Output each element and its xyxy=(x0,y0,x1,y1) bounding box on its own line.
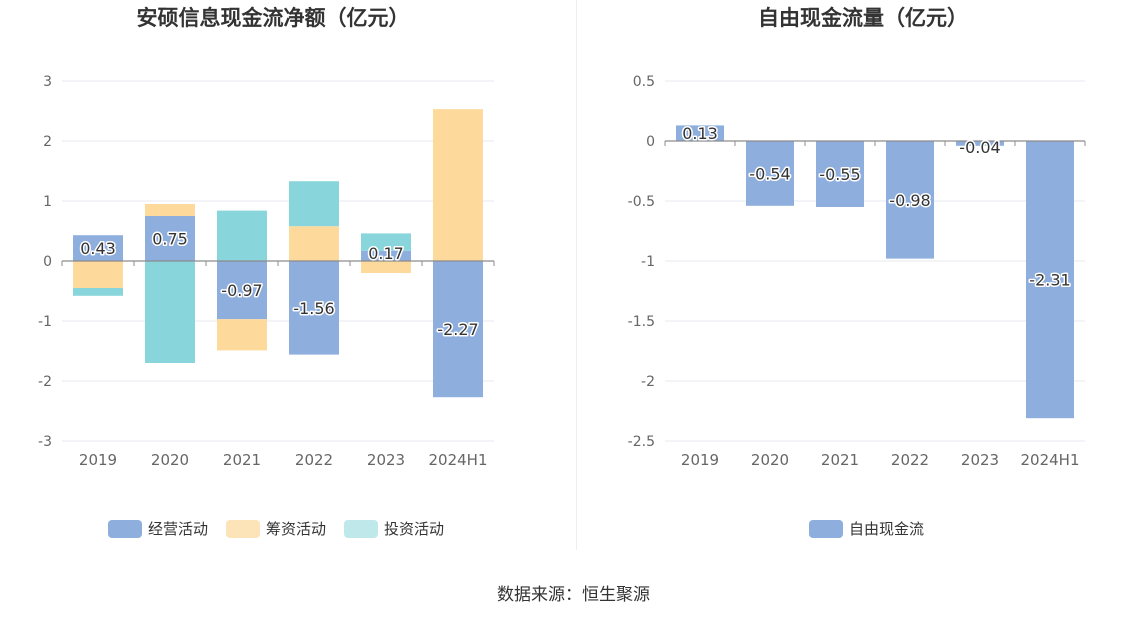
bar-经营活动-2020 xyxy=(145,216,195,261)
chart-title: 自由现金流量（亿元） xyxy=(758,6,968,30)
bar-自由现金流-2019 xyxy=(676,125,724,141)
y-tick-label: 2 xyxy=(43,134,52,150)
source-note: 数据来源：恒生聚源 xyxy=(497,585,650,605)
bar-投资活动-2020 xyxy=(145,261,195,363)
x-tick-label: 2020 xyxy=(151,451,189,469)
bar-筹资活动-2022 xyxy=(289,226,339,261)
bar-投资活动-2021 xyxy=(217,210,267,261)
bar-筹资活动-2019 xyxy=(73,261,123,288)
y-tick-label: 0 xyxy=(646,134,655,150)
legend-item: 投资活动 xyxy=(344,520,444,538)
x-tick-label: 2024H1 xyxy=(429,451,488,469)
bar-自由现金流-2022 xyxy=(886,141,934,259)
bar-经营活动-2021 xyxy=(217,261,267,320)
legend-label: 投资活动 xyxy=(384,520,444,538)
legend-label: 经营活动 xyxy=(148,520,208,538)
bar-自由现金流-2024H1 xyxy=(1026,141,1074,419)
bar-经营活动-2019 xyxy=(73,235,123,261)
x-tick-label: 2019 xyxy=(681,451,719,469)
bar-筹资活动-2020 xyxy=(145,204,195,216)
legend-swatch xyxy=(809,520,843,538)
chart-panel-2: 自由现金流量（亿元） 0.5 0 -0.5 -1 -1.5 -2 -2.5 0.13 -0.54 -… xyxy=(628,6,1086,538)
x-tick-label: 2020 xyxy=(751,451,789,469)
bar-自由现金流-2020 xyxy=(746,141,794,206)
data-label: -1.56 xyxy=(293,299,334,318)
x-tick-label: 2022 xyxy=(295,451,333,469)
x-tick-label: 2019 xyxy=(79,451,117,469)
bar-投资活动-2023 xyxy=(361,233,411,251)
data-label: -0.04 xyxy=(959,138,1000,157)
data-label: -2.31 xyxy=(1029,271,1070,290)
x-tick-label: 2021 xyxy=(821,451,859,469)
data-label: 0.43 xyxy=(80,239,116,258)
data-label: -0.54 xyxy=(749,164,790,183)
legend-item: 经营活动 xyxy=(108,520,208,538)
bar-筹资活动-2021 xyxy=(217,319,267,351)
legend-swatch xyxy=(108,520,142,538)
x-tick-label: 2021 xyxy=(223,451,261,469)
y-tick-label: 1 xyxy=(43,194,52,210)
bar-筹资活动-2023 xyxy=(361,261,411,273)
legend-item: 自由现金流 xyxy=(809,520,924,538)
x-tick-label: 2024H1 xyxy=(1021,451,1080,469)
data-label: 0.17 xyxy=(368,244,404,263)
chart-panel-1: 安硕信息现金流净额（亿元） 3 2 1 0 -1 -2 -3 0.43 0.75 -0.97 -1.5… xyxy=(38,6,495,538)
bar-投资活动-2019 xyxy=(73,288,123,296)
data-label: -2.27 xyxy=(437,320,478,339)
y-tick-label: -2 xyxy=(38,374,52,390)
data-label: -0.55 xyxy=(819,165,860,184)
y-tick-label: -1.5 xyxy=(628,314,655,330)
y-tick-label: -2 xyxy=(641,374,655,390)
y-tick-label: -1 xyxy=(38,314,52,330)
legend-label: 筹资活动 xyxy=(266,520,326,538)
bar-筹资活动-2024H1 xyxy=(433,109,483,261)
y-tick-label: 3 xyxy=(43,74,52,90)
chart-title: 安硕信息现金流净额（亿元） xyxy=(137,6,410,30)
y-tick-label: -3 xyxy=(38,434,52,450)
bar-自由现金流-2021 xyxy=(816,141,864,207)
legend-label: 自由现金流 xyxy=(849,520,924,538)
bar-自由现金流-2023 xyxy=(956,141,1004,146)
legend-swatch xyxy=(344,520,378,538)
y-tick-label: 0 xyxy=(43,254,52,270)
x-tick-label: 2023 xyxy=(367,451,405,469)
bar-投资活动-2022 xyxy=(289,181,339,227)
data-label: 0.75 xyxy=(152,230,188,249)
x-tick-label: 2022 xyxy=(891,451,929,469)
panel-divider xyxy=(576,0,577,550)
x-tick-label: 2023 xyxy=(961,451,999,469)
legend-item: 筹资活动 xyxy=(226,520,326,538)
bar-经营活动-2023 xyxy=(361,250,411,261)
legend-swatch xyxy=(226,520,260,538)
y-tick-label: -2.5 xyxy=(628,434,655,450)
data-label: 0.13 xyxy=(682,124,718,143)
bar-经营活动-2022 xyxy=(289,261,339,355)
data-label: -0.97 xyxy=(221,281,262,300)
data-label: -0.98 xyxy=(889,191,930,210)
bar-经营活动-2024H1 xyxy=(433,261,483,398)
y-tick-label: -1 xyxy=(641,254,655,270)
y-tick-label: -0.5 xyxy=(628,194,655,210)
y-tick-label: 0.5 xyxy=(633,74,655,90)
